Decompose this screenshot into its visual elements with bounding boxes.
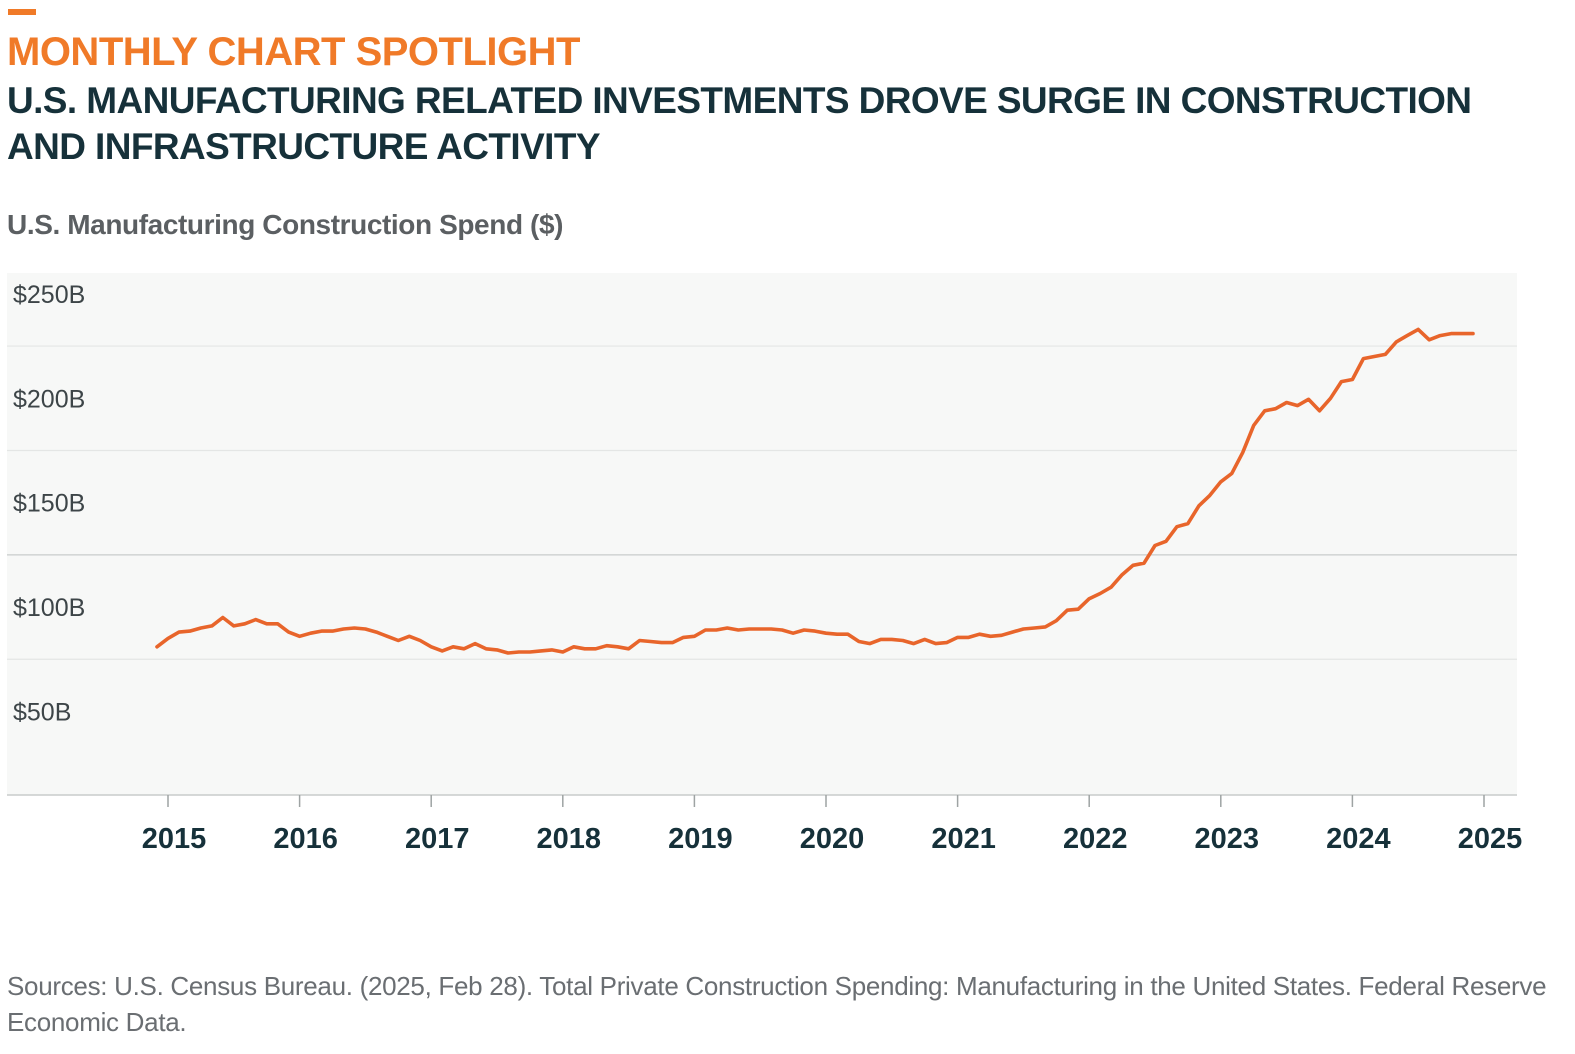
chart-title: U.S. Manufacturing Construction Spend ($…: [7, 209, 564, 240]
x-tick-label: 2017: [405, 823, 470, 855]
kicker-title: MONTHLY CHART SPOTLIGHT: [7, 30, 580, 74]
x-tick-label: 2019: [668, 823, 733, 855]
page-title: U.S. MANUFACTURING RELATED INVESTMENTS D…: [7, 80, 1472, 167]
x-tick-label: 2022: [1063, 823, 1128, 855]
line-chart: $250B $200B $150B $100B $50B 2015 2016 2017 2018…: [7, 273, 1523, 855]
accent-bar: [8, 9, 36, 15]
x-tick-label: 2016: [273, 823, 338, 855]
y-tick-label: $200B: [13, 385, 85, 413]
y-tick-label: $150B: [13, 490, 85, 518]
x-tick-label: 2025: [1458, 823, 1523, 855]
x-tick-label: 2021: [931, 823, 996, 855]
series-line: [155, 327, 1475, 655]
x-tick-label: 2023: [1195, 823, 1260, 855]
y-tick-label: $250B: [13, 281, 85, 309]
x-tick-label: 2018: [537, 823, 602, 855]
source-note: Sources: U.S. Census Bureau. (2025, Feb …: [7, 971, 1547, 1037]
x-tick-label: 2020: [800, 823, 865, 855]
y-tick-label: $50B: [13, 698, 71, 726]
x-tick-label: 2015: [142, 823, 207, 855]
y-tick-label: $100B: [13, 594, 85, 622]
plot-background: [7, 273, 1517, 795]
x-tick-label: 2024: [1326, 823, 1391, 855]
